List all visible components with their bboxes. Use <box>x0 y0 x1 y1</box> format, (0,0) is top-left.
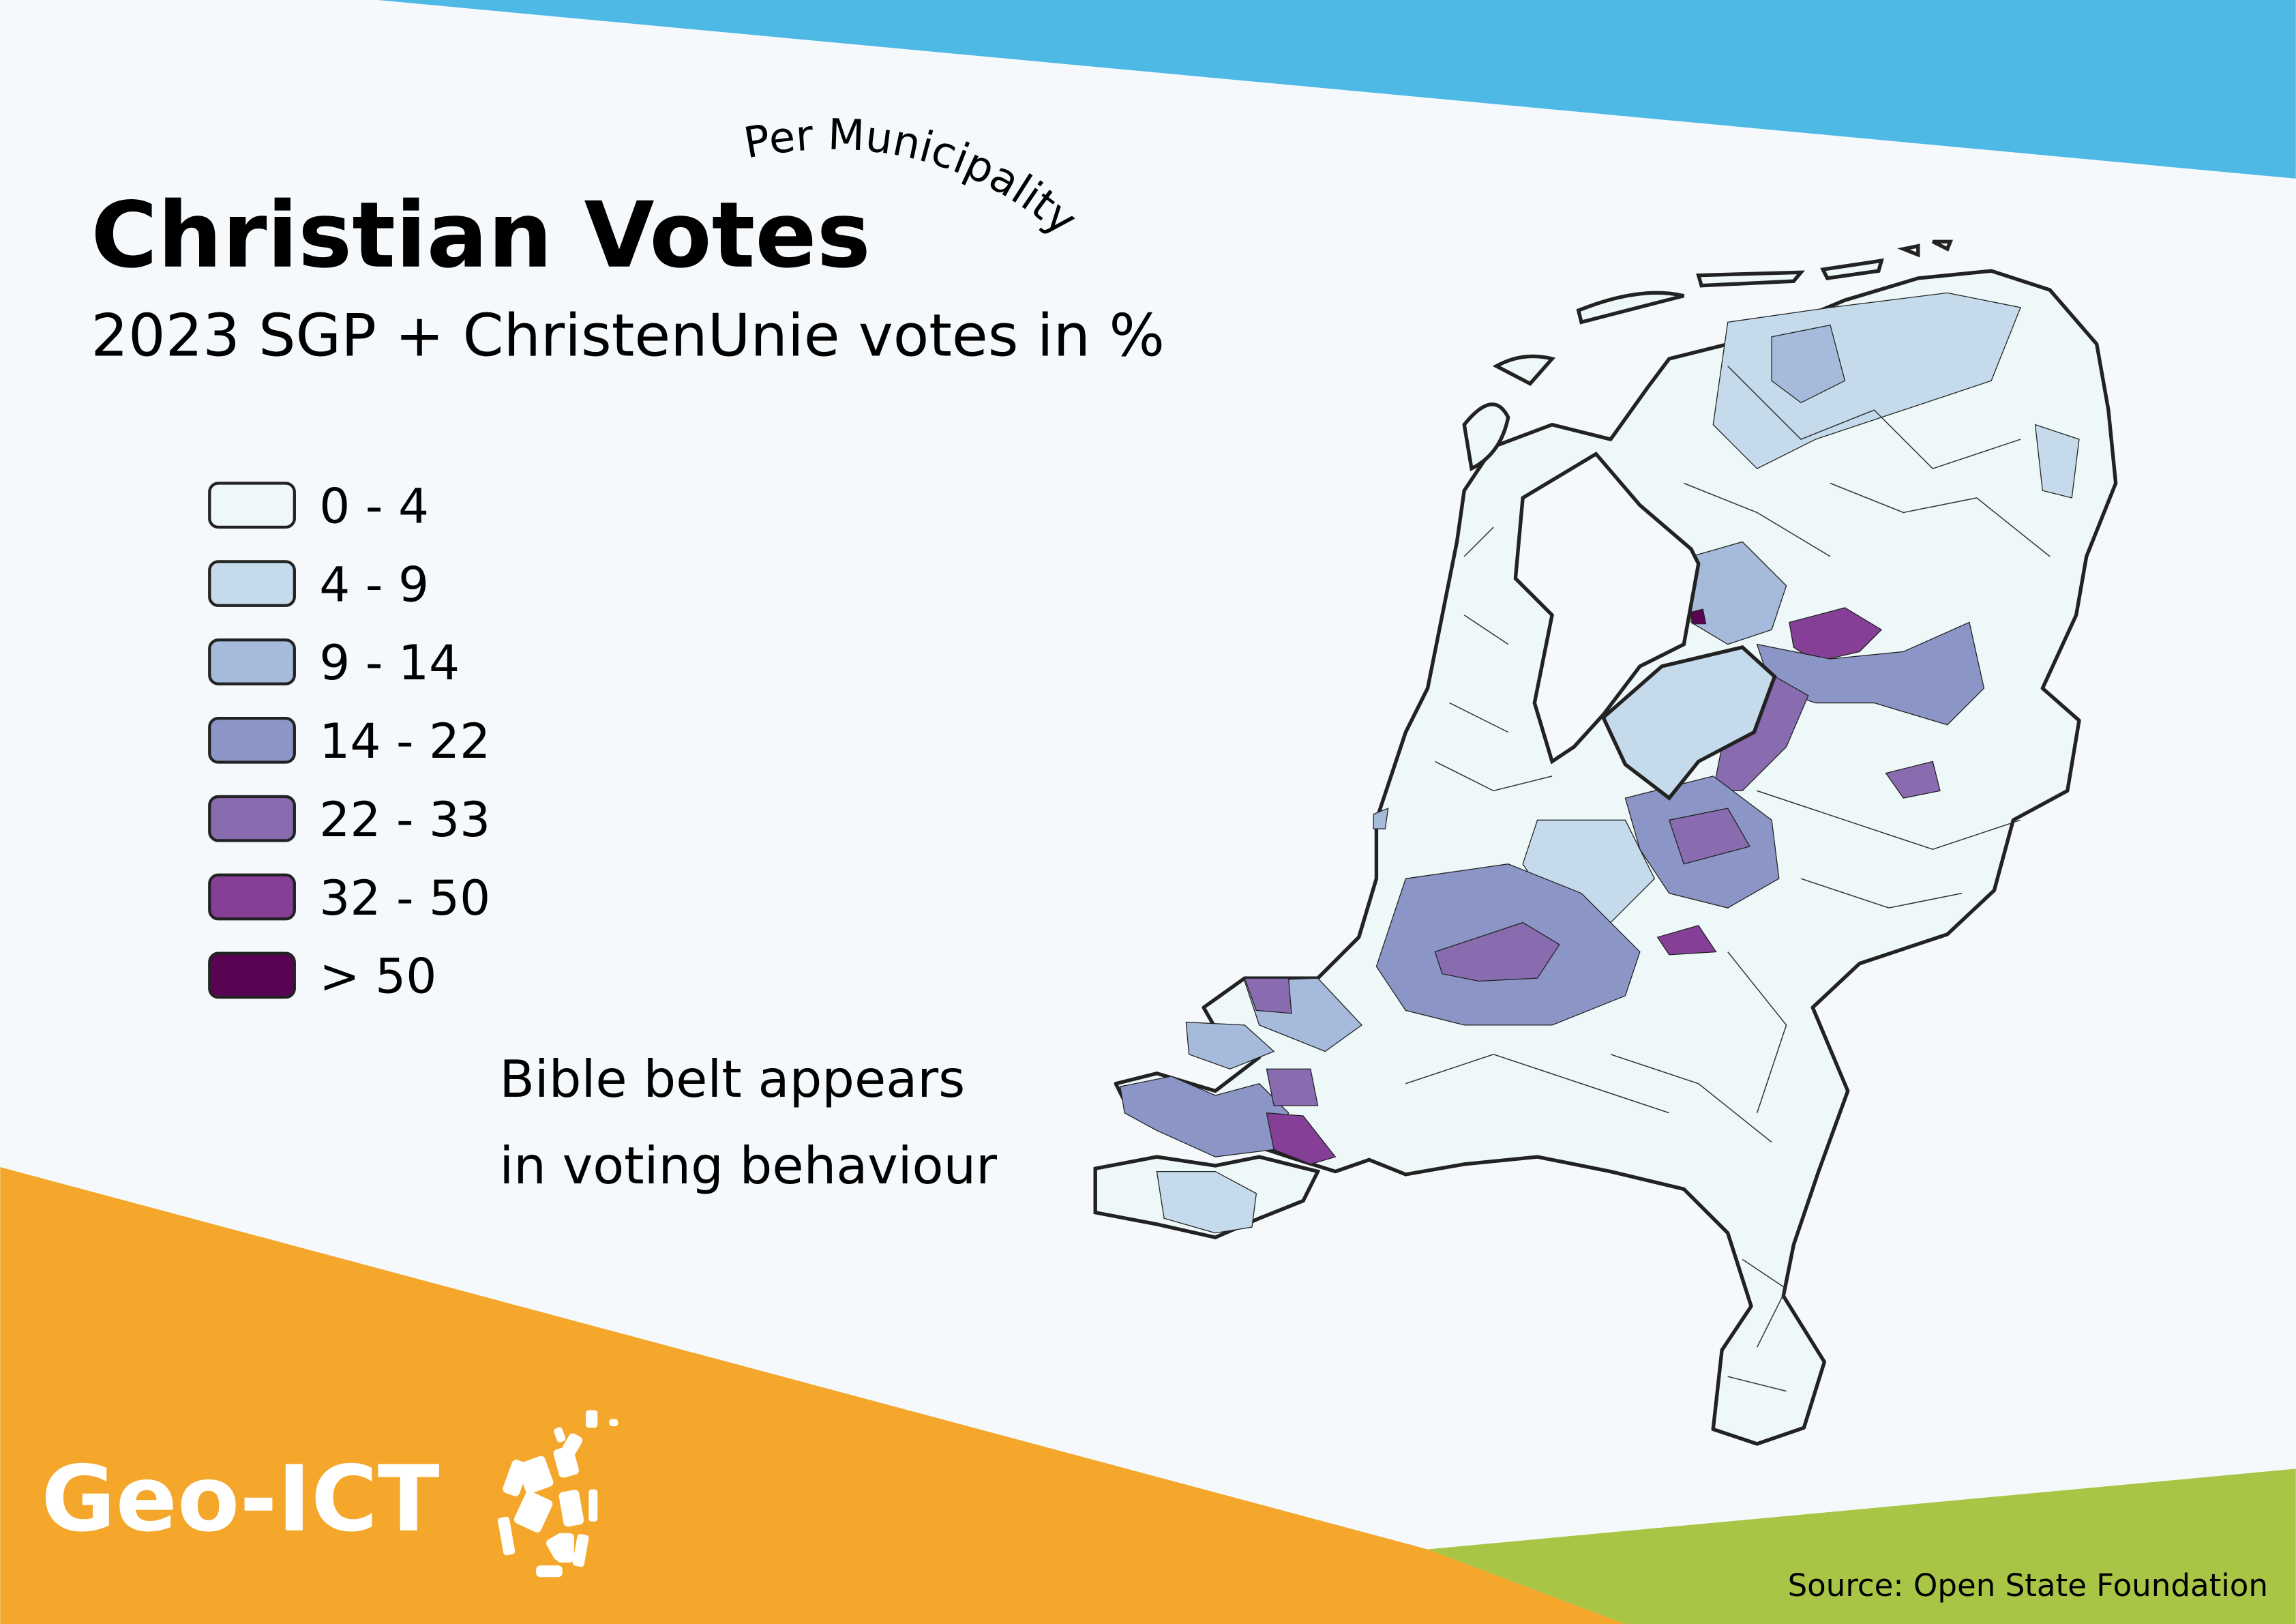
globe-icon <box>497 1410 618 1578</box>
flevoland <box>1600 645 1777 801</box>
legend-swatch <box>208 951 296 999</box>
legend-item: > 50 <box>208 948 436 1005</box>
page-title: Christian Votes <box>91 183 870 289</box>
region-alblasserwaard <box>1434 921 1560 982</box>
region-rijssen <box>1885 761 1941 799</box>
green-band <box>1427 1468 2296 1624</box>
region-barneveld <box>1668 808 1750 865</box>
legend-swatch <box>208 482 296 529</box>
region-north-9-14 <box>1771 324 1846 404</box>
municipality-borders <box>1405 366 2051 1392</box>
legend-swatch <box>208 873 296 921</box>
legend-label: 4 - 9 <box>319 556 429 612</box>
legend-item: 22 - 33 <box>208 791 490 848</box>
wadden-islands <box>1462 239 1954 472</box>
legend-label: 14 - 22 <box>319 713 490 769</box>
region-reimerswaal <box>1266 1112 1337 1165</box>
legend-item: 9 - 14 <box>208 634 460 691</box>
legend-item: 14 - 22 <box>208 713 490 769</box>
source-credit: Source: Open State Foundation <box>1788 1567 2268 1604</box>
region-katwijk <box>1373 808 1389 829</box>
region-schouwen <box>1185 1021 1275 1069</box>
legend-label: 0 - 4 <box>319 477 429 534</box>
geo-ict-logo: Geo-ICT <box>41 1410 618 1578</box>
legend: 0 - 4 4 - 9 9 - 14 14 - 22 22 - 33 32 - … <box>208 477 490 1005</box>
region-neder-betuwe <box>1656 925 1717 956</box>
legend-item: 32 - 50 <box>208 870 490 926</box>
legend-swatch <box>208 560 296 607</box>
page-subtitle: 2023 SGP + ChristenUnie votes in % <box>91 302 1165 370</box>
annotation-line-1: Bible belt appears <box>499 1049 965 1109</box>
legend-item: 0 - 4 <box>208 477 429 534</box>
region-zeeuws-vlaanderen-4-9 <box>1156 1170 1257 1234</box>
legend-item: 4 - 9 <box>208 556 429 612</box>
logo-text: Geo-ICT <box>41 1447 439 1552</box>
region-staphorst <box>1789 607 1883 663</box>
region-tholen <box>1266 1068 1319 1106</box>
annotation-line-2: in voting behaviour <box>499 1136 997 1196</box>
legend-label: > 50 <box>319 948 436 1005</box>
ijsselmeer <box>1513 452 1701 765</box>
legend-label: 9 - 14 <box>319 634 460 691</box>
region-north-east-4-9 <box>2034 424 2080 499</box>
legend-label: 32 - 50 <box>319 870 490 926</box>
legend-swatch <box>208 638 296 685</box>
region-goeree-22-33 <box>1244 977 1292 1014</box>
region-urk <box>1690 608 1707 625</box>
orange-band <box>0 1167 1626 1624</box>
legend-label: 22 - 33 <box>319 791 490 848</box>
netherlands-map <box>1093 239 2118 1446</box>
legend-swatch <box>208 716 296 764</box>
region-overijssel-north-9-14 <box>1690 541 1787 645</box>
top-blue-band <box>378 0 2296 179</box>
legend-swatch <box>208 795 296 842</box>
